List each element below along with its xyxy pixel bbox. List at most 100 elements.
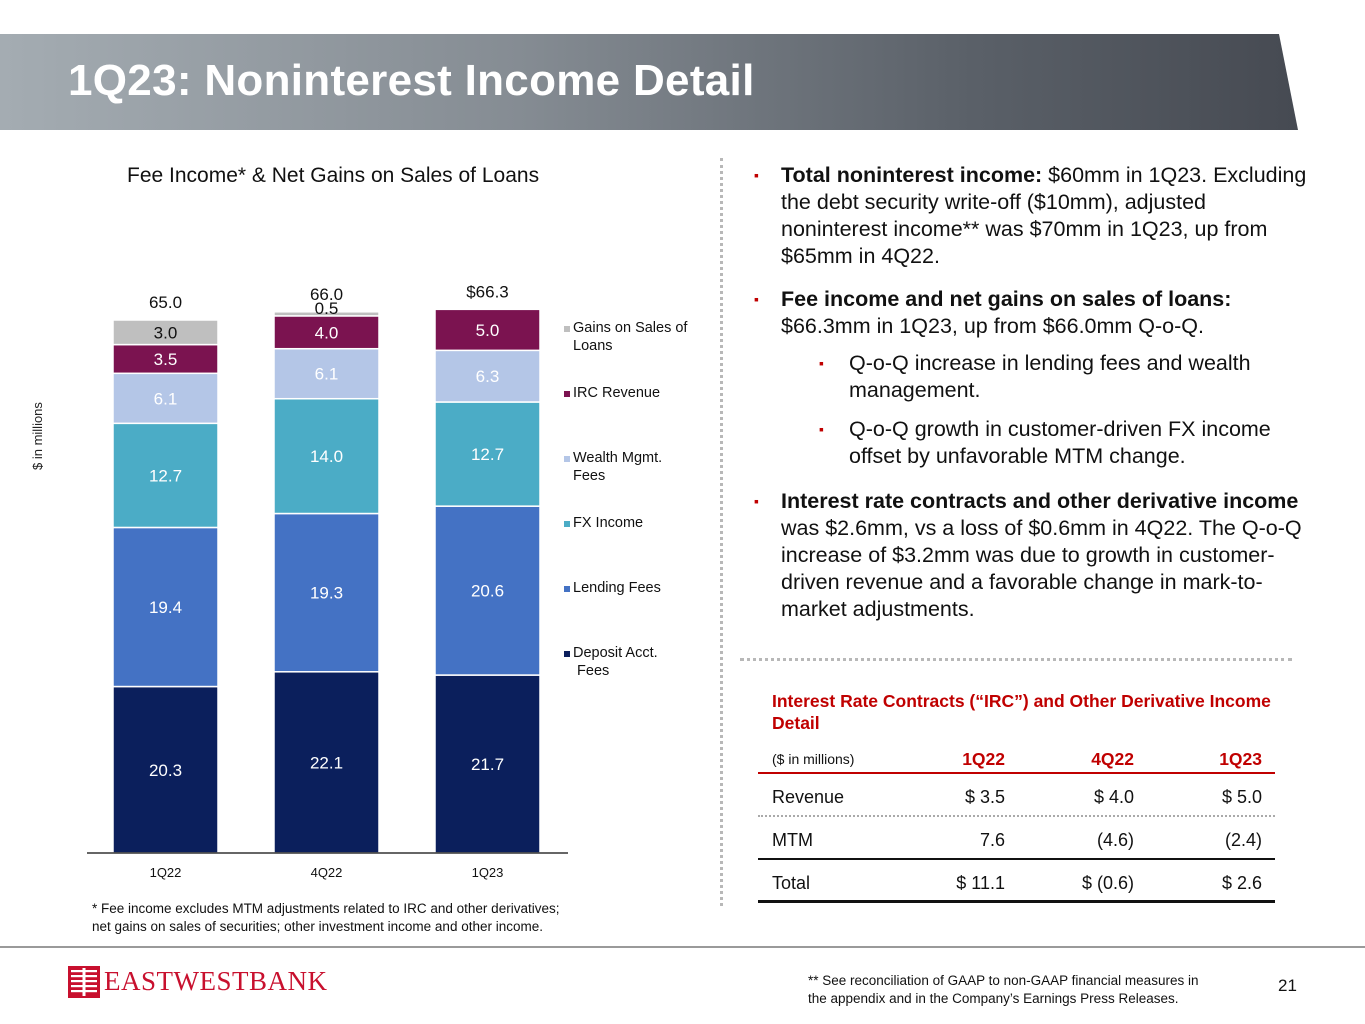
data-label: 12.7: [149, 466, 182, 485]
data-label: 6.1: [154, 389, 178, 408]
data-label: 20.6: [471, 582, 504, 601]
table-cell: $ 3.5: [964, 787, 1005, 807]
sub-bullet-text: Q-o-Q increase in lending fees and wealt…: [849, 351, 1251, 402]
footer-note-text: ** See reconciliation of GAAP to non-GAA…: [808, 973, 1199, 1006]
bullet-marker-icon: ▪: [754, 493, 759, 509]
east-west-bank-logo-icon: [68, 966, 100, 998]
bullet-marker-icon: ▪: [754, 167, 759, 183]
data-label: 20.3: [149, 761, 182, 780]
table-cell: (2.4): [1224, 830, 1262, 850]
stacked-bar-chart: 20.3 19.4 12.7 6.1 3.5 3.0 65.0 1Q22 22.1 19.3 14.…: [87, 282, 688, 880]
chart-title: Fee Income* & Net Gains on Sales of Loan…: [127, 164, 540, 187]
footer-divider: [0, 946, 1365, 948]
sub-bullet-fx-income: ▪ Q-o-Q growth in customer-driven FX inc…: [748, 416, 1318, 470]
data-label: 14.0: [310, 447, 343, 466]
chart-footnote: * Fee income excludes MTM adjustments re…: [92, 900, 559, 936]
chart-footnote-text: * Fee income excludes MTM adjustments re…: [92, 901, 560, 934]
legend-swatch: [564, 456, 570, 462]
legend-swatch: [564, 651, 570, 657]
legend-label: FX Income: [573, 515, 643, 531]
data-label: 6.1: [315, 365, 339, 384]
data-label: 4.0: [315, 323, 339, 342]
data-label: 21.7: [471, 755, 504, 774]
bullet-list: ▪ Total noninterest income: $60mm in 1Q2…: [748, 162, 1318, 639]
bar-segment: [273, 397, 380, 515]
bar-segment: [273, 315, 380, 350]
sub-bullet-lending-fees: ▪ Q-o-Q increase in lending fees and wea…: [748, 350, 1318, 404]
total-label: 66.0: [310, 285, 343, 304]
bullet-total-noninterest-income: ▪ Total noninterest income: $60mm in 1Q2…: [748, 162, 1318, 270]
legend-swatch: [564, 326, 570, 332]
bullet-marker-icon: ▪: [819, 355, 824, 371]
total-label: $66.3: [466, 282, 509, 301]
bar-segment: [112, 319, 219, 346]
bullet-marker-icon: ▪: [819, 421, 824, 437]
legend-label: IRC Revenue: [573, 385, 660, 401]
data-label: 0.5: [315, 299, 339, 318]
irc-table-title: Interest Rate Contracts (“IRC”) and Othe…: [772, 691, 1271, 733]
page-number: 21: [1278, 976, 1297, 995]
page-title: 1Q23: Noninterest Income Detail: [68, 56, 755, 105]
data-label: 6.3: [476, 367, 500, 386]
bullet-text: was $2.6mm, vs a loss of $0.6mm in 4Q22.…: [781, 516, 1302, 621]
legend-label: Wealth Mgmt.: [573, 450, 662, 466]
bar-segment: [112, 526, 219, 688]
table-cell: 7.6: [979, 830, 1005, 850]
bar-segment: [434, 674, 541, 854]
table-cell: $ 11.1: [956, 873, 1005, 893]
legend-label: Gains on Sales of: [573, 320, 688, 336]
x-tick-label: 1Q22: [150, 865, 182, 880]
legend-label: Deposit Acct.: [573, 645, 658, 661]
x-tick-label: 4Q22: [311, 865, 343, 880]
column-header: 4Q22: [1091, 749, 1134, 769]
irc-table: ($ in millions) 1Q22 4Q22 1Q23 Revenue $…: [758, 744, 1275, 903]
data-label: 12.7: [471, 445, 504, 464]
bullet-heading: Interest rate contracts and other deriva…: [781, 489, 1299, 513]
legend-label: Lending Fees: [573, 580, 661, 596]
data-label: 3.0: [154, 323, 178, 342]
legend-swatch: [564, 586, 570, 592]
data-label: 3.5: [154, 350, 178, 369]
vertical-divider: [720, 158, 723, 906]
table-cell: $ (0.6): [1081, 873, 1134, 893]
bullet-heading: Total noninterest income:: [781, 163, 1043, 187]
legend-label: Fees: [573, 468, 605, 484]
x-tick-label: 1Q23: [472, 865, 504, 880]
total-label: 65.0: [149, 293, 182, 312]
legend-label: Fees: [573, 663, 609, 679]
data-label: 19.3: [310, 584, 343, 603]
table-row: Total $ 11.1 $ (0.6) $ 2.6: [758, 860, 1275, 903]
unit-label: ($ in millions): [772, 751, 855, 767]
table-cell: $ 5.0: [1221, 787, 1262, 807]
bar-segment: [434, 349, 541, 403]
column-header: 1Q22: [962, 749, 1005, 769]
bullet-text: $66.3mm in 1Q23, up from $66.0mm Q-o-Q.: [781, 314, 1204, 338]
table-cell: $ 4.0: [1093, 787, 1134, 807]
bullet-heading: Fee income and net gains on sales of loa…: [781, 287, 1232, 311]
row-label: MTM: [772, 830, 813, 850]
table-row: MTM 7.6 (4.6) (2.4): [758, 817, 1275, 860]
irc-table-header: ($ in millions) 1Q22 4Q22 1Q23: [758, 744, 1275, 774]
bar-segment: [273, 311, 380, 317]
bar-segment: [112, 685, 219, 854]
bullet-text: $60mm in 1Q23. Excluding the debt securi…: [781, 163, 1307, 268]
logo-text: EASTWESTBANK: [104, 966, 328, 996]
row-label: Total: [772, 873, 811, 893]
table-cell: (4.6): [1096, 830, 1134, 850]
legend-label: Loans: [573, 338, 613, 354]
title-banner: [0, 34, 1298, 130]
horizontal-divider: [740, 658, 1292, 661]
data-label: 19.4: [149, 598, 182, 617]
sub-bullet-text: Q-o-Q growth in customer-driven FX incom…: [849, 417, 1271, 468]
footer-note: ** See reconciliation of GAAP to non-GAA…: [808, 972, 1198, 1008]
data-label: 5.0: [476, 321, 500, 340]
bar-segment: [273, 512, 380, 673]
row-label: Revenue: [772, 787, 845, 807]
table-row: Revenue $ 3.5 $ 4.0 $ 5.0: [758, 774, 1275, 817]
bullet-fee-income: ▪ Fee income and net gains on sales of l…: [748, 286, 1318, 340]
bullet-irc-income: ▪ Interest rate contracts and other deri…: [748, 488, 1318, 623]
legend-swatch: [564, 521, 570, 527]
data-label: 22.1: [310, 753, 343, 772]
legend-swatch: [564, 391, 570, 397]
bullet-marker-icon: ▪: [754, 291, 759, 307]
